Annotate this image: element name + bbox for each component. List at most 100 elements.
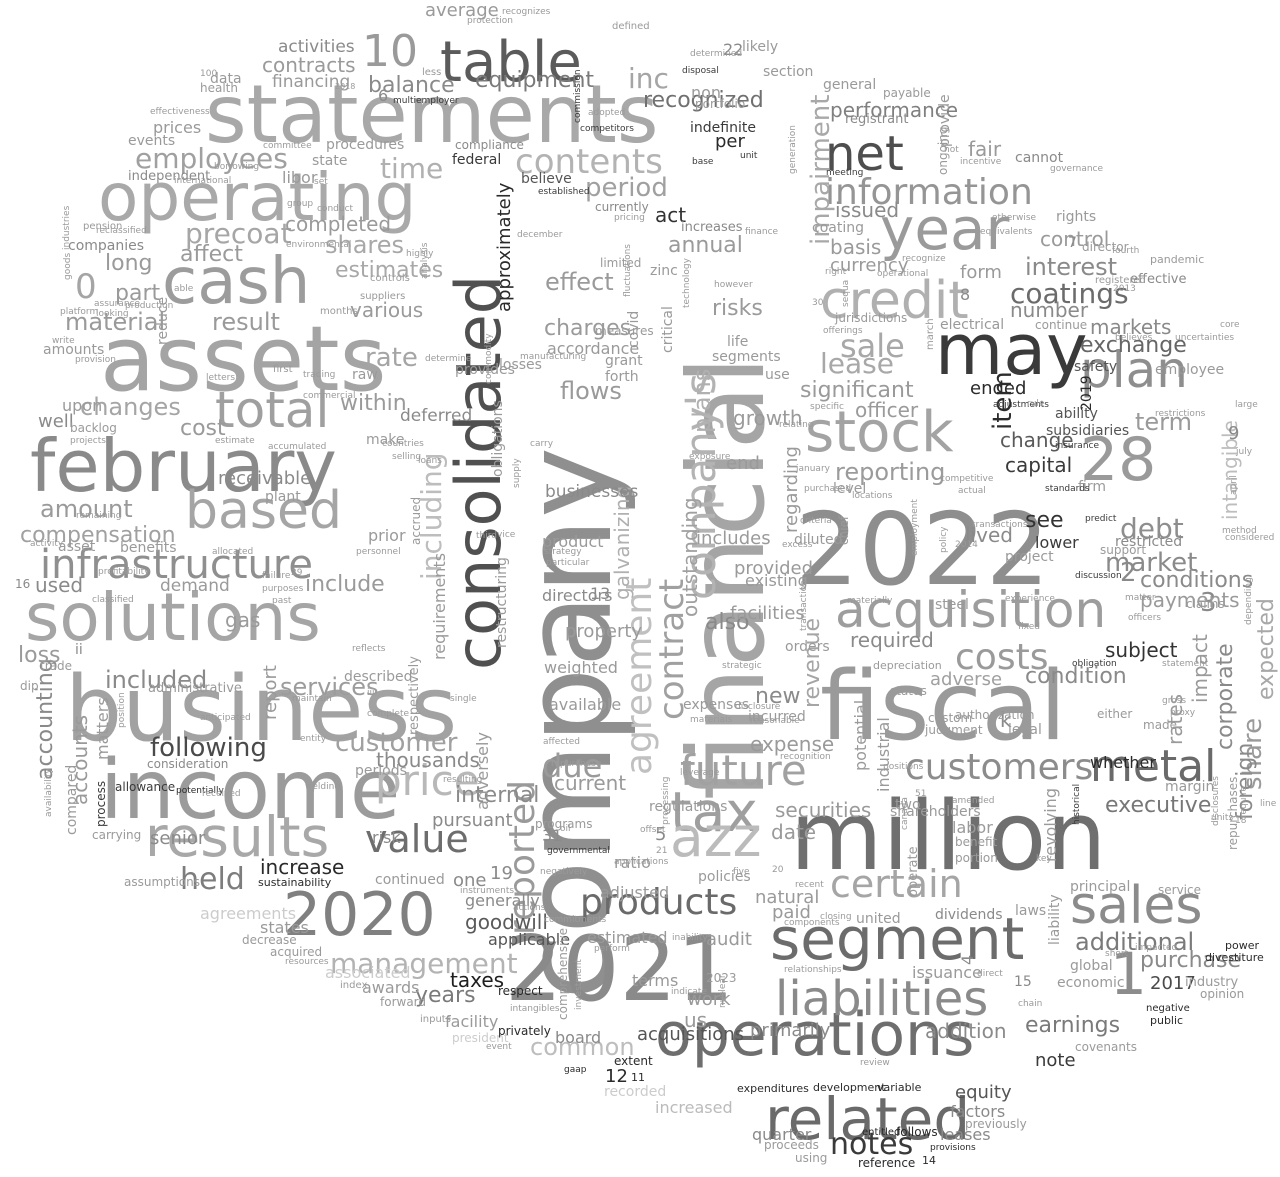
cloud-word: public bbox=[1150, 1014, 1184, 1027]
cloud-word: regarding bbox=[781, 446, 802, 533]
cloud-word: trade bbox=[40, 659, 72, 673]
cloud-word: information bbox=[825, 172, 1033, 213]
cloud-word: federal bbox=[452, 152, 502, 168]
cloud-word: claims bbox=[1186, 597, 1225, 611]
cloud-word: effective bbox=[1130, 272, 1187, 287]
cloud-word: plant bbox=[265, 489, 301, 505]
cloud-word: audit bbox=[706, 929, 752, 950]
cloud-word: infrastructure bbox=[40, 542, 314, 588]
cloud-word: reclassified bbox=[96, 226, 147, 236]
cloud-word: global bbox=[1070, 958, 1113, 974]
cloud-word: 21 bbox=[656, 846, 668, 856]
cloud-word: instruments bbox=[460, 886, 515, 896]
cloud-word: maintain bbox=[292, 694, 332, 704]
cloud-word: liabilities bbox=[775, 971, 989, 1027]
cloud-word: proceeds bbox=[764, 1138, 819, 1152]
cloud-word: addition bbox=[925, 1019, 1007, 1043]
cloud-word: negatively bbox=[540, 867, 588, 877]
cloud-word: activities bbox=[278, 37, 355, 57]
cloud-word: within bbox=[340, 391, 407, 416]
cloud-word: method bbox=[1222, 526, 1257, 536]
cloud-word: risk bbox=[372, 828, 401, 847]
cloud-word: price bbox=[375, 756, 480, 805]
cloud-word: inc bbox=[628, 62, 669, 95]
cloud-word: 2020 bbox=[283, 880, 436, 950]
cloud-word: prices bbox=[153, 118, 202, 137]
cloud-word: vice bbox=[497, 530, 516, 540]
cloud-word: privately bbox=[498, 1024, 551, 1038]
cloud-word: adjusted bbox=[600, 883, 670, 902]
cloud-word: effectiveness bbox=[150, 107, 210, 117]
cloud-word: solutions bbox=[25, 579, 321, 656]
cloud-word: increase bbox=[260, 855, 345, 879]
cloud-word: board bbox=[555, 1028, 602, 1047]
cloud-word: borrowing bbox=[214, 162, 260, 172]
cloud-word: section bbox=[763, 64, 814, 80]
cloud-word: lease bbox=[820, 347, 894, 380]
cloud-word: director bbox=[1082, 240, 1129, 254]
cloud-word: companies bbox=[68, 238, 145, 254]
cloud-word: hot bbox=[944, 145, 959, 155]
cloud-word: data bbox=[210, 71, 242, 87]
cloud-word: resources bbox=[285, 957, 329, 967]
cloud-word: leverage bbox=[680, 768, 720, 778]
cloud-word: continue bbox=[1035, 318, 1088, 332]
cloud-word: inability bbox=[672, 933, 708, 943]
cloud-word: iii bbox=[367, 688, 375, 698]
cloud-word: actual bbox=[958, 486, 986, 496]
cloud-word: margin bbox=[1165, 779, 1215, 795]
cloud-word: 15 bbox=[1014, 974, 1032, 990]
cloud-word: applications bbox=[614, 857, 669, 867]
cloud-word: one bbox=[453, 870, 487, 891]
cloud-word: variable bbox=[877, 1081, 922, 1094]
cloud-word: united bbox=[856, 911, 901, 927]
cloud-word: index bbox=[340, 980, 368, 991]
cloud-word: environmental bbox=[286, 240, 352, 250]
cloud-word: pandemic bbox=[1150, 253, 1205, 266]
cloud-word: whether bbox=[1090, 753, 1156, 772]
cloud-word: weighted bbox=[544, 658, 618, 677]
cloud-word: following bbox=[150, 733, 267, 763]
cloud-word: average bbox=[425, 0, 499, 21]
cloud-word: 7 bbox=[1068, 235, 1077, 251]
cloud-word: part bbox=[115, 281, 161, 306]
cloud-word: additional bbox=[1075, 928, 1195, 956]
cloud-word: disclosure bbox=[735, 702, 781, 712]
cloud-word: states bbox=[260, 918, 309, 937]
cloud-word: independent bbox=[128, 169, 211, 184]
cloud-word: cannot bbox=[1015, 150, 1064, 166]
cloud-word: conditions bbox=[1140, 568, 1254, 593]
cloud-word: limited bbox=[600, 256, 642, 270]
cloud-word: competitive bbox=[940, 474, 994, 484]
cloud-word: provisions bbox=[930, 1143, 976, 1153]
cloud-word: base bbox=[692, 157, 714, 167]
cloud-word: criteria bbox=[800, 516, 832, 526]
cloud-word: accumulated bbox=[268, 442, 327, 452]
cloud-word: chain bbox=[1018, 999, 1043, 1009]
cloud-word: procedures bbox=[326, 137, 405, 153]
cloud-word: existing bbox=[745, 571, 808, 590]
cloud-word: cost bbox=[180, 416, 226, 441]
cloud-word: growth bbox=[733, 406, 803, 430]
cloud-word: support bbox=[1100, 543, 1147, 557]
cloud-word: critical bbox=[660, 306, 676, 353]
cloud-word: registered bbox=[1095, 275, 1146, 286]
cloud-word: value bbox=[365, 817, 469, 861]
cloud-word: customer bbox=[335, 728, 458, 758]
cloud-word: control bbox=[1040, 227, 1110, 251]
cloud-word: resulting bbox=[443, 775, 483, 785]
cloud-word: reasonable bbox=[750, 716, 800, 726]
cloud-word: direct bbox=[977, 969, 1003, 979]
cloud-word: orders bbox=[785, 639, 830, 655]
cloud-word: recognize bbox=[902, 254, 946, 264]
cloud-word: personnel bbox=[356, 547, 401, 557]
cloud-word: availability bbox=[44, 768, 54, 817]
cloud-word: based bbox=[185, 481, 342, 541]
cloud-word: historical bbox=[1072, 783, 1082, 825]
cloud-word: generally bbox=[465, 891, 540, 910]
cloud-word: believe bbox=[521, 171, 572, 187]
cloud-word: amended bbox=[952, 796, 995, 806]
cloud-word: 9 bbox=[1228, 423, 1240, 444]
cloud-word: governmental bbox=[547, 846, 610, 856]
cloud-word: loans bbox=[418, 456, 442, 466]
